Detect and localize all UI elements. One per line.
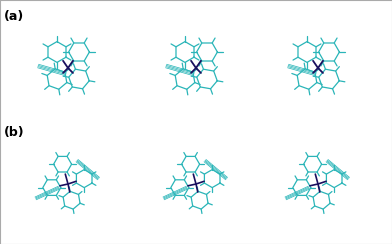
- Text: (b): (b): [4, 126, 25, 139]
- Text: (a): (a): [4, 10, 24, 23]
